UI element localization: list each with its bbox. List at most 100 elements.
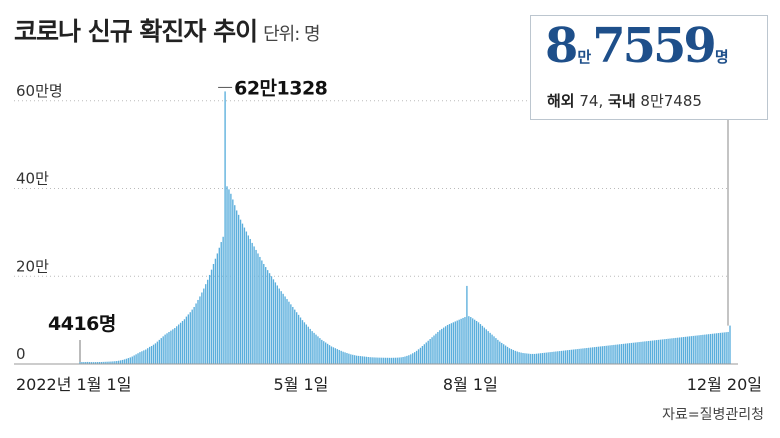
- annotation-label: 62만1328: [234, 77, 328, 99]
- domestic-label: 국내: [608, 92, 636, 110]
- bar: [417, 349, 420, 364]
- bar: [591, 347, 594, 364]
- bar: [257, 253, 259, 364]
- bar: [181, 321, 184, 364]
- bar: [152, 344, 155, 364]
- bar-series: [79, 91, 731, 365]
- bar: [375, 357, 377, 364]
- bar: [665, 338, 667, 364]
- bar: [141, 351, 143, 364]
- bar: [214, 258, 217, 364]
- bar: [510, 349, 513, 364]
- bar: [638, 342, 640, 364]
- bar: [326, 343, 329, 364]
- bar: [501, 342, 503, 364]
- bar: [367, 356, 369, 364]
- bar: [541, 353, 544, 364]
- bar: [154, 343, 157, 364]
- bar: [268, 273, 271, 364]
- bar: [462, 317, 464, 364]
- bar: [189, 312, 191, 364]
- bar: [83, 362, 85, 364]
- bar: [102, 361, 104, 364]
- bar: [193, 306, 195, 364]
- bar: [261, 260, 263, 364]
- bar: [226, 186, 228, 364]
- bar: [350, 354, 352, 364]
- bar: [684, 336, 687, 364]
- bar: [222, 236, 224, 364]
- bar: [448, 324, 451, 364]
- bar: [607, 345, 609, 364]
- bar: [557, 351, 559, 364]
- bar: [177, 324, 180, 364]
- bar: [458, 319, 460, 364]
- overseas-label: 해외: [547, 92, 575, 110]
- bar: [562, 350, 565, 364]
- bar: [106, 361, 108, 364]
- bar: [553, 351, 555, 364]
- bar: [713, 333, 716, 364]
- bar: [530, 353, 532, 364]
- bar: [249, 238, 251, 364]
- bar: [212, 263, 215, 364]
- bar: [147, 348, 149, 364]
- bar: [690, 336, 692, 364]
- bar: [650, 340, 652, 364]
- bar: [673, 338, 675, 364]
- bar: [247, 235, 249, 364]
- bar: [218, 247, 220, 364]
- bar: [402, 356, 404, 364]
- bar: [88, 362, 91, 364]
- bar: [160, 338, 162, 364]
- bar: [444, 326, 447, 364]
- bar: [709, 333, 712, 364]
- bar: [396, 357, 398, 364]
- bar: [495, 338, 497, 364]
- bar: [85, 361, 87, 364]
- bar: [371, 357, 373, 364]
- bar: [383, 357, 385, 364]
- bar: [620, 344, 623, 364]
- bar: [230, 193, 232, 364]
- bar: [464, 317, 466, 364]
- bar: [433, 335, 435, 364]
- bar: [234, 205, 236, 364]
- bar: [456, 320, 458, 364]
- bar: [470, 317, 472, 364]
- bar: [566, 350, 569, 364]
- bar: [485, 329, 487, 364]
- bar: [284, 296, 286, 364]
- bar: [721, 332, 723, 364]
- bar: [526, 353, 528, 364]
- bar: [216, 253, 219, 364]
- bar: [346, 353, 348, 364]
- bar: [311, 331, 313, 364]
- bar: [392, 357, 395, 364]
- bar: [702, 334, 704, 364]
- bar: [336, 349, 338, 364]
- latest-value-unit: 명: [714, 48, 729, 66]
- bar: [576, 349, 578, 364]
- bar: [243, 227, 246, 364]
- bar: [259, 256, 261, 364]
- bar: [711, 333, 714, 364]
- annotations: 4416명 62만1328: [48, 77, 729, 363]
- bar: [413, 352, 416, 364]
- bar: [698, 335, 700, 364]
- bar: [168, 331, 170, 364]
- bar: [727, 331, 729, 364]
- bar: [481, 325, 484, 364]
- bar: [700, 335, 702, 364]
- bar: [659, 339, 662, 364]
- bar: [516, 351, 518, 364]
- bar: [574, 349, 576, 364]
- overseas-value: 74,: [579, 92, 604, 110]
- bar: [561, 350, 563, 364]
- domestic-value: 8만7485: [640, 92, 702, 110]
- bar: [675, 337, 677, 364]
- bar: [611, 345, 613, 364]
- bar: [518, 352, 520, 364]
- bar: [116, 361, 118, 364]
